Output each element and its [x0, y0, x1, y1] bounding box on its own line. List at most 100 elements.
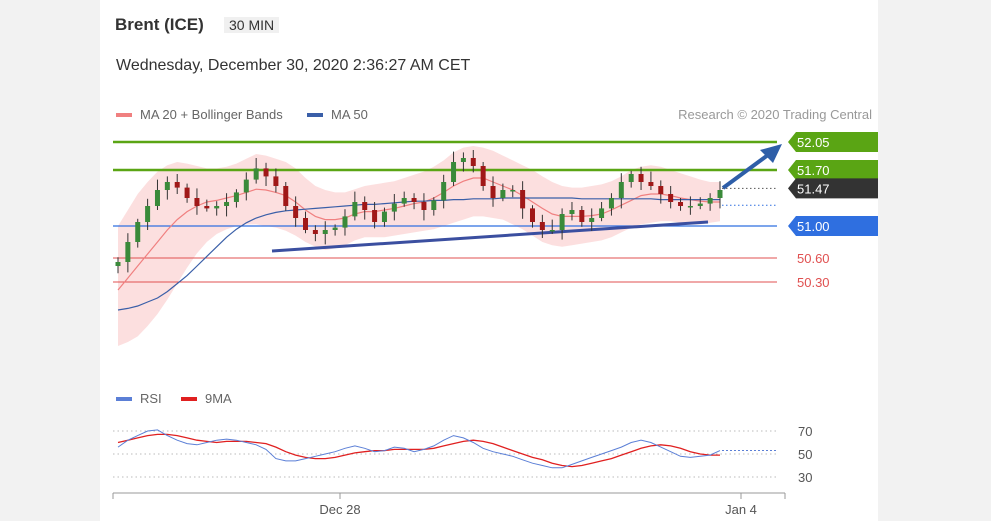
- candle-body: [678, 202, 684, 206]
- candle-body: [243, 179, 249, 193]
- legend-rsi-ma-label: 9MA: [205, 391, 232, 406]
- candle-body: [263, 168, 269, 177]
- legend-ma20-bb: MA 20 + Bollinger Bands: [116, 107, 283, 122]
- candles-layer: [115, 150, 723, 274]
- candle-body: [638, 174, 644, 182]
- level-label-52.05: 52.05: [797, 135, 830, 150]
- candle-body: [648, 182, 654, 186]
- level-tag: [788, 216, 878, 236]
- candle-body: [687, 206, 693, 208]
- rsi-tick-label: 70: [798, 424, 812, 439]
- candle-body: [599, 208, 605, 218]
- candle-body: [273, 176, 279, 186]
- timestamp: Wednesday, December 30, 2020 2:36:27 AM …: [116, 57, 471, 74]
- candle-body: [500, 190, 506, 198]
- level-label-50.30: 50.30: [797, 275, 830, 290]
- legend-ma50-label: MA 50: [331, 107, 368, 122]
- candle-body: [421, 202, 427, 210]
- candle-body: [253, 168, 259, 180]
- rsi-ma-line: [117, 433, 720, 468]
- candle-body: [401, 198, 407, 204]
- bollinger-band-layer: [118, 146, 720, 346]
- rsi-tick-label: 30: [798, 470, 812, 485]
- x-axis: Dec 28 Jan 4: [112, 492, 786, 517]
- rsi-panel: 70 50 30: [113, 424, 812, 485]
- candle-body: [194, 198, 200, 206]
- candle-body: [608, 198, 614, 209]
- candle-body: [115, 262, 121, 266]
- ma20-line: [117, 177, 720, 291]
- candle-body: [154, 190, 160, 206]
- candle-body: [322, 230, 328, 234]
- level-label-51.00: 51.00: [797, 219, 830, 234]
- candle-body: [579, 210, 585, 222]
- candle-body: [520, 190, 526, 209]
- x-tick-label: Dec 28: [319, 502, 360, 517]
- candle-body: [125, 242, 131, 262]
- ma50-line: [117, 197, 720, 311]
- level-tag: [788, 178, 878, 199]
- candle-body: [352, 202, 358, 217]
- candle-body: [145, 206, 151, 222]
- candle-body: [569, 210, 575, 214]
- level-label-50.60: 50.60: [797, 251, 830, 266]
- candle-body: [204, 206, 210, 209]
- legend-ma50: MA 50: [307, 107, 368, 122]
- candle-body: [717, 190, 723, 198]
- candle-body: [460, 158, 466, 162]
- candle-body: [381, 211, 387, 222]
- candle-body: [233, 192, 239, 202]
- trendline-layer: [271, 220, 709, 253]
- candle-body: [529, 208, 535, 222]
- candle-body: [135, 222, 141, 242]
- forecast-arrow-layer: [721, 144, 782, 190]
- legend-rsi-ma: 9MA: [181, 391, 232, 406]
- candle-body: [312, 230, 318, 234]
- candle-body: [480, 166, 486, 186]
- candle-body: [559, 214, 565, 230]
- candle-body: [470, 158, 476, 166]
- credit-text: Research © 2020 Trading Central: [678, 107, 872, 122]
- legend-rsi-swatch: [116, 396, 132, 401]
- candle-body: [184, 187, 190, 198]
- forecast-arrow-head: [760, 144, 782, 163]
- rsi-tick-label: 50: [798, 447, 812, 462]
- legend-ma20-swatch: [116, 112, 132, 117]
- candle-body: [628, 174, 634, 182]
- legend-ma20-label: MA 20 + Bollinger Bands: [140, 107, 283, 122]
- level-label-51.70: 51.70: [797, 163, 830, 178]
- moving-average-layer: [117, 177, 720, 311]
- candle-body: [411, 198, 417, 202]
- candle-body: [510, 190, 516, 192]
- candle-body: [618, 182, 624, 198]
- candle-body: [391, 203, 397, 212]
- legend-rsi-label: RSI: [140, 391, 162, 406]
- candle-body: [214, 206, 220, 209]
- candle-body: [293, 206, 299, 218]
- bollinger-band: [118, 146, 720, 346]
- level-label-51.47: 51.47: [797, 181, 830, 196]
- candle-body: [697, 203, 703, 206]
- forecast-arrow-shaft: [721, 150, 774, 190]
- price-chart: 52.05 51.70 51.47 51.00 50.60 50.30 70 50 30 De…: [112, 132, 878, 517]
- level-tag: [788, 132, 878, 152]
- candle-body: [431, 200, 437, 210]
- legend-ma50-swatch: [307, 112, 323, 117]
- candle-body: [658, 186, 664, 194]
- interval-badge[interactable]: 30 MIN: [224, 17, 280, 33]
- level-labels-layer: 52.05 51.70 51.47 51.00 50.60 50.30: [788, 132, 878, 290]
- candle-body: [372, 210, 378, 222]
- candle-body: [332, 227, 338, 230]
- legend-rsi: RSI: [116, 391, 162, 406]
- candle-body: [707, 198, 713, 204]
- candle-body: [441, 182, 447, 201]
- candle-body: [303, 218, 309, 230]
- rising-trendline: [271, 220, 709, 253]
- instrument-title: Brent (ICE): [115, 15, 204, 34]
- candle-body: [490, 186, 496, 198]
- candle-body: [174, 182, 180, 188]
- candle-body: [668, 194, 674, 202]
- candle-body: [164, 182, 170, 190]
- candle-body: [589, 218, 595, 222]
- candle-body: [539, 222, 545, 230]
